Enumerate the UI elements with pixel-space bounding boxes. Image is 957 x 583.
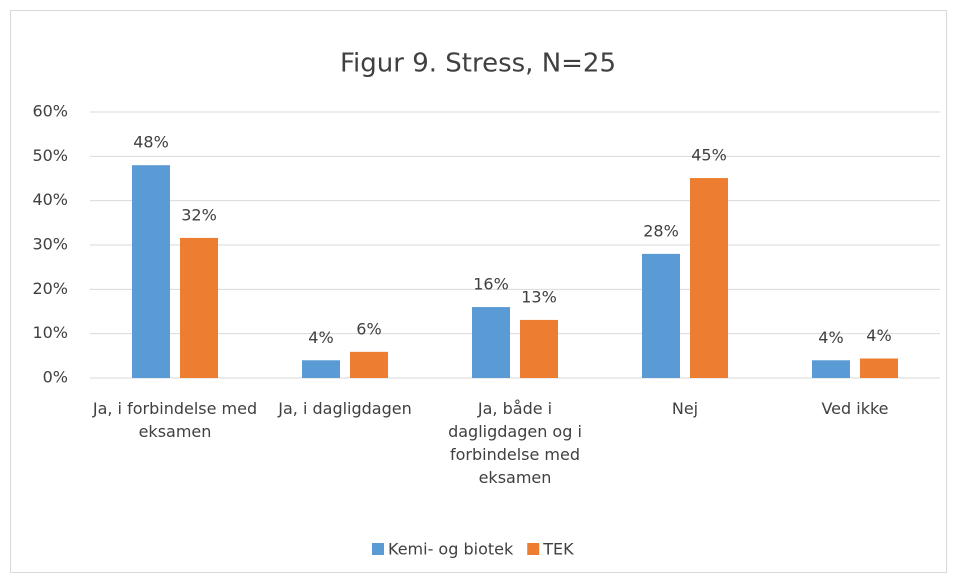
chart-title: Figur 9. Stress, N=25 [340, 49, 616, 79]
data-label: 6% [356, 319, 381, 338]
x-tick-label: Nej [671, 399, 699, 418]
data-label: 16% [473, 275, 509, 294]
x-tick-label: Ja, både i dagligdagen og i forbindelse … [448, 399, 582, 487]
bar [350, 351, 388, 378]
bar [472, 307, 510, 378]
x-tick-label: Ja, i dagligdagen [278, 399, 412, 418]
y-tick-label: 20% [32, 279, 68, 298]
data-label: 45% [691, 146, 727, 165]
bar [520, 319, 558, 378]
legend-swatch [527, 543, 540, 555]
x-tick-label: Ved ikke [821, 399, 889, 418]
data-label: 4% [308, 328, 333, 347]
x-tick-label: Ja, i forbindelse med eksamen [92, 399, 258, 441]
y-tick-label: 30% [32, 235, 68, 254]
bar [690, 178, 728, 378]
legend-label: Kemi- og biotek [388, 540, 514, 559]
bar [860, 358, 898, 378]
bar [132, 165, 170, 378]
data-label: 28% [643, 221, 679, 240]
data-label: 48% [133, 133, 169, 152]
y-tick-label: 60% [32, 102, 68, 121]
legend-label: TEK [542, 540, 574, 559]
y-tick-label: 40% [32, 190, 68, 209]
bar [180, 237, 218, 378]
bar [302, 360, 340, 378]
y-tick-label: 0% [43, 368, 68, 387]
data-label: 32% [181, 205, 217, 224]
data-label: 13% [521, 287, 557, 306]
y-tick-label: 50% [32, 146, 68, 165]
bar [642, 253, 680, 378]
data-label: 4% [818, 328, 843, 347]
data-label: 4% [866, 326, 891, 345]
bar [812, 360, 850, 378]
legend-swatch [372, 543, 384, 555]
y-tick-label: 10% [32, 323, 68, 342]
